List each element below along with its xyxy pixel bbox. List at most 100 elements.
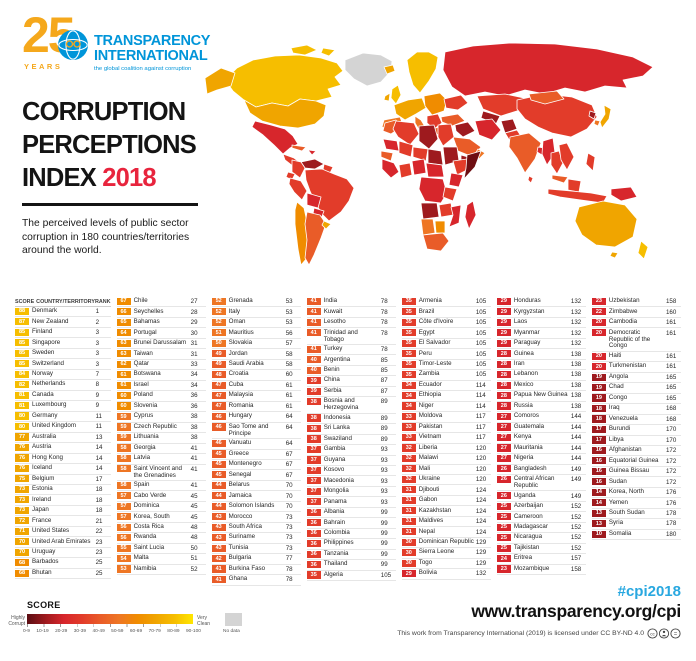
score-badge: 40	[306, 356, 321, 364]
score-badge: 13	[591, 509, 606, 517]
score-badge: 28	[496, 360, 511, 368]
country-rank: 157	[570, 555, 582, 563]
table-row: 39 China 87	[306, 376, 396, 387]
country-rank: 21	[95, 517, 103, 525]
score-badge: 35	[401, 297, 416, 305]
country-name: Spain	[133, 481, 150, 489]
country-rank: 117	[475, 423, 486, 431]
country-rank: 38	[190, 434, 198, 442]
score-badge: 73	[15, 506, 29, 514]
table-row: 68 Barbados 25	[15, 558, 111, 569]
table-row: 41 India 78	[306, 297, 396, 308]
table-row: 28 Iran 138	[496, 360, 586, 371]
svg-text:=: =	[674, 632, 677, 638]
map-thailand	[550, 150, 564, 175]
score-badge: 61	[116, 371, 131, 379]
table-row: 44 Jamaica 70	[211, 491, 301, 502]
hashtag-link[interactable]: #cpi2018	[617, 583, 681, 600]
table-header-country: COUNTRY/TERRITORY	[36, 298, 95, 305]
country-rank: 48	[190, 524, 198, 532]
country-rank: 138	[570, 361, 582, 368]
country-name: Ecuador	[418, 380, 442, 388]
map-brazil	[304, 168, 355, 222]
country-rank: 132	[570, 340, 582, 348]
country-rank: 17	[95, 475, 103, 483]
score-badge: 18	[591, 404, 606, 413]
country-rank: 138	[570, 381, 582, 389]
country-name: Jordan	[228, 349, 248, 357]
country-rank: 161	[665, 329, 677, 337]
table-row: 17 Libya 170	[591, 436, 681, 447]
country-rank: 172	[665, 478, 677, 486]
table-row: 30 Sierra Leone 129	[401, 548, 491, 559]
table-row: 88 Denmark 1	[15, 307, 111, 318]
country-name: Burkina Faso	[228, 564, 266, 572]
country-name: Korea, North	[608, 488, 645, 496]
country-name: Suriname	[228, 533, 256, 541]
table-row: 57 Korea, South 45	[116, 512, 206, 523]
score-badge: 31	[401, 517, 416, 525]
score-badge: 26	[496, 475, 511, 483]
website-link[interactable]: www.transparency.org/cpi	[471, 601, 681, 621]
map-uk	[390, 84, 402, 105]
country-rank: 117	[475, 413, 486, 421]
country-name: Mongolia	[323, 487, 349, 495]
country-rank: 78	[380, 308, 388, 316]
country-rank: 70	[285, 492, 293, 500]
country-name: Zimbabwe	[608, 307, 638, 315]
table-row: 42 Bulgaria 77	[211, 554, 301, 565]
country-name: Myanmar	[513, 328, 540, 336]
country-rank: 144	[570, 434, 582, 442]
cpi-table: SCORE COUNTRY/TERRITORY RANK 88 Denmark 1 87 Ne…	[15, 297, 681, 586]
score-badge: 27	[496, 423, 511, 431]
country-rank: 85	[380, 356, 388, 364]
country-rank: 152	[570, 503, 582, 511]
score-badge: 33	[401, 423, 416, 431]
score-badge: 34	[401, 381, 416, 389]
table-row: 58 Saint Vincent and the Grenadines 41	[116, 465, 206, 481]
country-name: Guinea Bissau	[608, 467, 650, 475]
legend-tick: 50-59	[111, 629, 124, 634]
country-rank: 114	[475, 392, 486, 400]
map-namibia	[420, 218, 436, 236]
table-row: 16 Sudan 172	[591, 477, 681, 488]
country-name: Papua New Guinea	[513, 391, 568, 399]
country-rank: 50	[190, 544, 198, 552]
country-name: Turkmenistan	[608, 362, 647, 370]
country-rank: 28	[190, 308, 198, 316]
table-row: 34 Niger 114	[401, 402, 491, 413]
map-sri-lanka	[527, 175, 534, 184]
table-row: 37 Panama 93	[306, 497, 396, 508]
country-name: Cuba	[228, 380, 244, 388]
score-badge: 41	[211, 565, 226, 573]
country-rank: 18	[95, 507, 103, 515]
table-row: 40 Argentina 85	[306, 355, 396, 366]
country-name: Macedonia	[323, 476, 354, 484]
country-name: Ireland	[32, 495, 51, 503]
table-row: 45 Senegal 67	[211, 470, 301, 481]
table-row: 35 Timor-Leste 105	[401, 360, 491, 371]
country-rank: 138	[570, 371, 582, 379]
table-row: 73 Japan 18	[15, 506, 111, 517]
country-rank: 149	[570, 476, 582, 484]
country-name: Denmark	[32, 307, 58, 315]
country-name: Uganda	[513, 491, 536, 499]
table-row: 47 Cuba 61	[211, 380, 301, 392]
country-rank: 53	[285, 308, 293, 316]
table-row: 73 Estonia 18	[15, 485, 111, 496]
country-rank: 7	[95, 371, 100, 378]
score-badge: 58	[116, 444, 131, 452]
table-row: 35 Côte d'Ivoire 105	[401, 318, 491, 329]
table-row: 10 Somalia 180	[591, 530, 681, 541]
table-row: 35 Egypt 105	[401, 328, 491, 339]
country-rank: 52	[190, 565, 198, 573]
country-rank: 99	[380, 509, 388, 517]
table-row: 35 El Salvador 105	[401, 339, 491, 350]
table-row: 57 Cabo Verde 45	[116, 491, 206, 502]
table-row: 20 Democratic Republic of the Congo 161	[591, 328, 681, 352]
table-row: 85 Finland 3	[15, 328, 111, 339]
score-badge: 29	[496, 329, 511, 337]
table-row: 35 Zambia 105	[401, 370, 491, 381]
table-row: 85 Switzerland 3	[15, 359, 111, 370]
country-rank: 144	[570, 444, 582, 452]
